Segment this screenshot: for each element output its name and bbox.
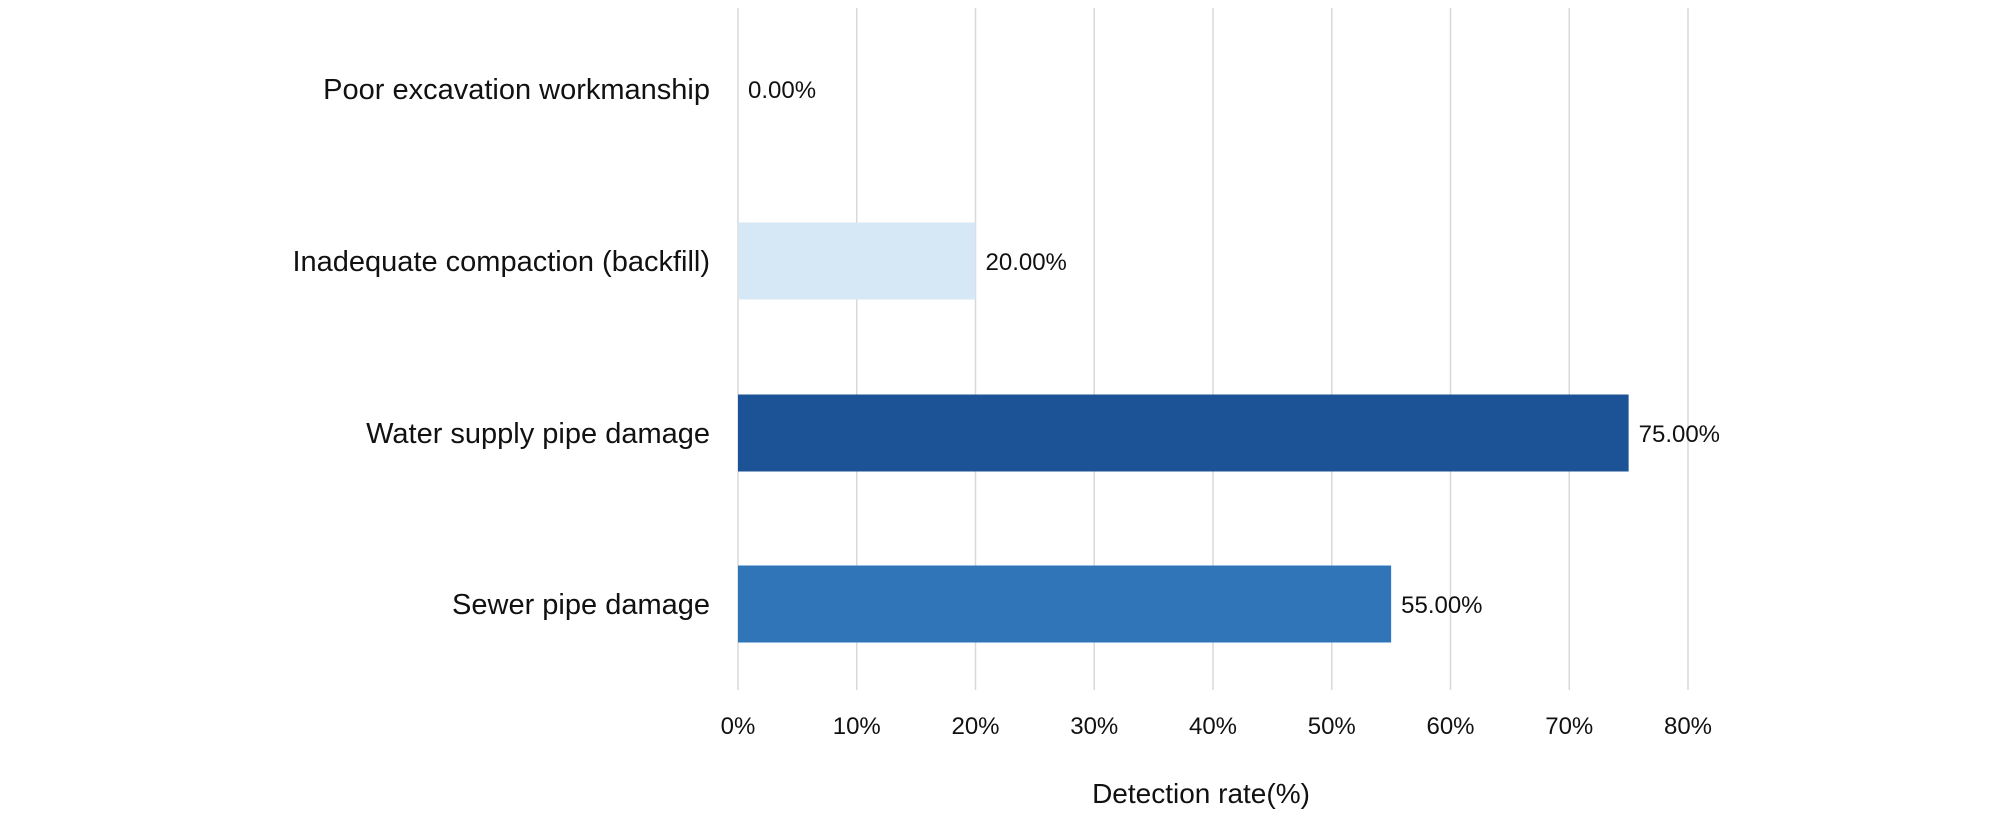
x-tick-label: 50%	[1308, 713, 1356, 740]
bars	[738, 222, 1629, 643]
data-label: 75.00%	[1639, 421, 1720, 448]
x-tick-label: 0%	[721, 713, 756, 740]
x-tick-label: 30%	[1070, 713, 1118, 740]
x-axis-ticks: 0% 10% 20% 30% 40% 50% 60% 70% 80%	[721, 713, 1712, 740]
x-tick-label: 10%	[833, 713, 881, 740]
category-label: Sewer pipe damage	[452, 589, 710, 621]
category-label: Inadequate compaction (backfill)	[292, 246, 710, 278]
category-label: Water supply pipe damage	[366, 418, 710, 450]
x-tick-label: 70%	[1545, 713, 1593, 740]
data-label: 0.00%	[748, 77, 816, 104]
bar	[738, 394, 1629, 472]
x-tick-label: 80%	[1664, 713, 1712, 740]
gridlines	[737, 8, 1689, 690]
bar	[738, 565, 1392, 643]
data-label: 55.00%	[1401, 592, 1482, 619]
category-label: Poor excavation workmanship	[323, 74, 710, 106]
x-tick-label: 20%	[951, 713, 999, 740]
category-labels: Poor excavation workmanship Inadequate co…	[292, 74, 710, 621]
x-tick-label: 60%	[1426, 713, 1474, 740]
x-axis-title: Detection rate(%)	[1092, 778, 1310, 809]
x-tick-label: 40%	[1189, 713, 1237, 740]
bar	[738, 222, 976, 300]
data-label: 20.00%	[986, 249, 1067, 276]
data-labels: 0.00% 20.00% 75.00% 55.00%	[748, 77, 1720, 619]
